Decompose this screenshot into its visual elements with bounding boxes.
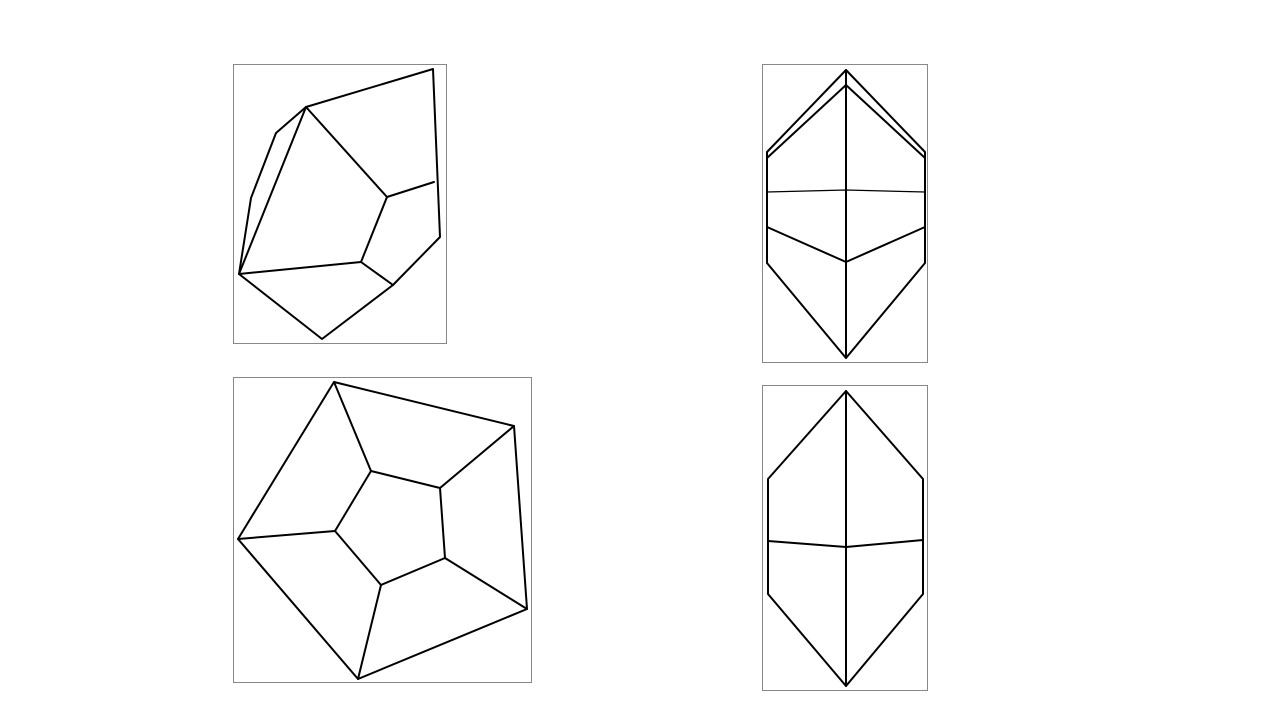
side-view-lower-frame [762,385,928,691]
iso-edge [238,106,307,275]
side-view-upper-drawing [766,69,926,359]
iso-edge [305,106,388,198]
top-view-drawing [237,381,528,680]
side-edge [767,539,924,548]
outer-pentagon [237,381,528,680]
side-view-lower-drawing [767,390,924,687]
side-edge [766,226,926,263]
iso-edge [238,106,307,275]
iso-edge [386,181,435,198]
top-edge [439,425,515,489]
top-view-frame [233,377,532,683]
side-view-upper-frame [762,64,928,363]
top-edge [444,557,528,610]
iso-edge [238,68,441,340]
top-edge [357,584,382,680]
isometric-view-drawing [238,68,441,340]
side-edge-thin [766,189,926,193]
top-edge [333,381,372,472]
iso-edge [360,261,394,286]
inner-pentagon [334,470,446,586]
top-edge [237,530,336,540]
iso-edge [360,196,388,263]
iso-edge [238,261,362,275]
isometric-view-frame [233,64,447,344]
